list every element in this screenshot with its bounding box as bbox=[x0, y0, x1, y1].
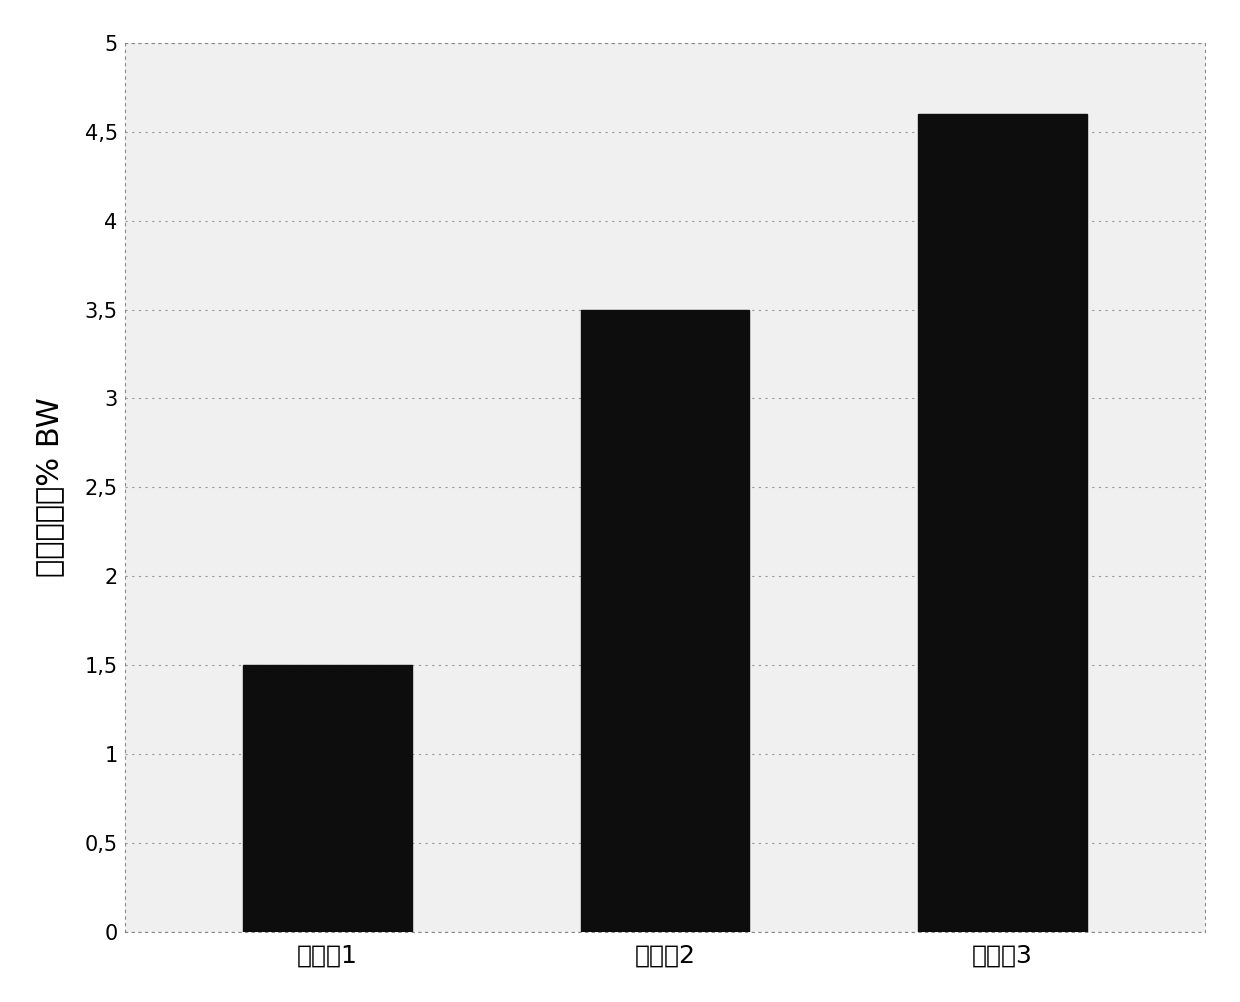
Y-axis label: 体重减轻，% BW: 体重减轻，% BW bbox=[35, 398, 63, 577]
Bar bbox=[580, 310, 749, 932]
Bar bbox=[243, 665, 412, 932]
Bar bbox=[919, 114, 1087, 932]
